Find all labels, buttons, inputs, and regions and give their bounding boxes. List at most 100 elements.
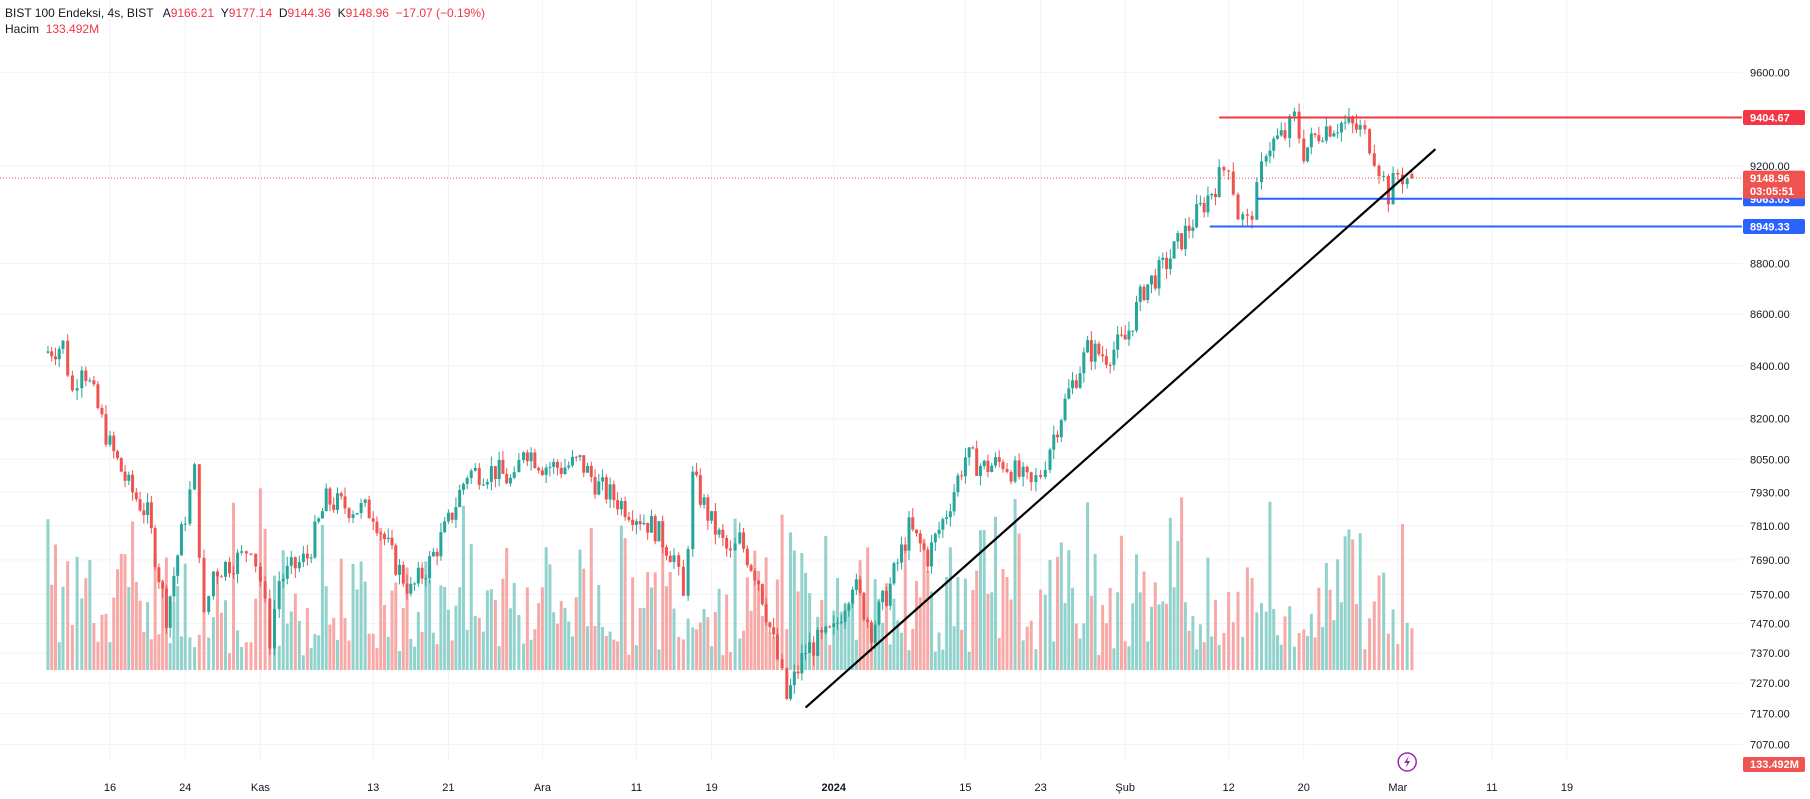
candle-body (589, 465, 593, 477)
candle-body (1275, 135, 1279, 139)
candle (409, 576, 413, 597)
candle (1236, 192, 1240, 220)
candle-body (149, 502, 153, 529)
candle-body (517, 460, 521, 473)
volume-bar (501, 578, 505, 670)
last-price-badge-text: 9148.96 (1750, 173, 1790, 185)
candle-body (1134, 301, 1138, 331)
candle (589, 461, 593, 483)
price-tick-label: 8050.00 (1750, 454, 1790, 466)
candle-body (258, 566, 262, 582)
candle (646, 522, 650, 541)
candle (997, 450, 1001, 468)
volume-bar (398, 651, 402, 670)
candle (146, 493, 150, 524)
interval-label[interactable]: 4s (107, 6, 121, 20)
volume-bar (1029, 620, 1033, 670)
volume-bar (768, 632, 772, 670)
candle-body (1210, 193, 1214, 196)
candle (398, 559, 402, 585)
volume-bar (75, 556, 79, 670)
candle (489, 456, 493, 491)
volume-bar (1134, 554, 1138, 670)
volume-bar (1009, 599, 1013, 670)
candle (1029, 471, 1033, 491)
candle (50, 347, 54, 362)
trend-line[interactable] (804, 148, 1437, 709)
candle (228, 557, 232, 578)
candle (753, 567, 757, 586)
candle (1168, 249, 1172, 275)
candle-body (1168, 258, 1172, 270)
candle (1039, 469, 1043, 480)
volume-bar (1161, 601, 1165, 670)
candle-body (649, 516, 653, 533)
volume-bar (1089, 595, 1093, 670)
volume-bar (1268, 501, 1272, 670)
candle-body (1372, 153, 1376, 166)
candle (485, 478, 489, 489)
candle (631, 510, 635, 532)
volume-bar (926, 570, 930, 670)
candle-body (485, 481, 489, 485)
candle-body (619, 501, 623, 510)
candle (382, 531, 386, 546)
volume-bar (309, 648, 313, 670)
candle-body (820, 629, 824, 633)
candle (529, 447, 533, 471)
candle (941, 517, 945, 539)
volume-bar (46, 519, 50, 670)
candle (301, 545, 305, 568)
candle-body (1279, 130, 1283, 136)
volume-bar (339, 558, 343, 670)
volume-bar (695, 629, 699, 670)
candle-body (1089, 340, 1093, 362)
candle-body (382, 533, 386, 540)
volume-bar (1127, 646, 1131, 670)
volume-bar (382, 605, 386, 670)
candle-body (668, 555, 672, 563)
volume-label[interactable]: Hacim (5, 22, 40, 36)
volume-bar (634, 645, 638, 670)
time-axis[interactable] (0, 774, 1742, 799)
candle (1210, 193, 1214, 200)
candle (839, 614, 843, 625)
candle-body (176, 555, 180, 576)
volume-bars (46, 488, 1414, 670)
lightning-event-icon[interactable] (1397, 752, 1417, 772)
candle-body (563, 467, 567, 474)
price-axis[interactable] (1742, 0, 1810, 799)
candle (1165, 251, 1169, 279)
chart-legend: BIST 100 Endeksi, 4s, BIST A9166.21 Y917… (5, 5, 485, 37)
candle-body (1138, 286, 1142, 302)
symbol-name[interactable]: BIST 100 Endeksi (5, 6, 101, 20)
volume-bar (574, 597, 578, 670)
candle-body (1354, 123, 1358, 130)
candle (236, 549, 240, 584)
candle-body (627, 516, 631, 520)
volume-bar (967, 651, 971, 670)
resistance-price-badge: 9404.67 (1743, 109, 1805, 125)
volume-bar (53, 544, 57, 670)
candle-body (1302, 138, 1306, 162)
volume-bar (1401, 524, 1404, 670)
candle-body (339, 493, 343, 497)
volume-bar (343, 618, 347, 670)
volume-bar (627, 654, 631, 670)
candle-body (540, 470, 544, 475)
candle-body (75, 388, 79, 391)
candle (760, 583, 764, 606)
candle (733, 537, 737, 551)
volume-bar (570, 636, 574, 670)
volume-bar (952, 626, 956, 670)
time-tick-label: Mar (1388, 782, 1407, 794)
drawings[interactable] (804, 116, 1742, 709)
open-value: 9166.21 (170, 6, 215, 20)
candle (978, 463, 982, 486)
volume-bar (355, 589, 359, 670)
candle-body (525, 452, 529, 462)
candle-body (982, 460, 986, 467)
volume-bar (168, 643, 172, 670)
volume-bar (161, 580, 165, 670)
